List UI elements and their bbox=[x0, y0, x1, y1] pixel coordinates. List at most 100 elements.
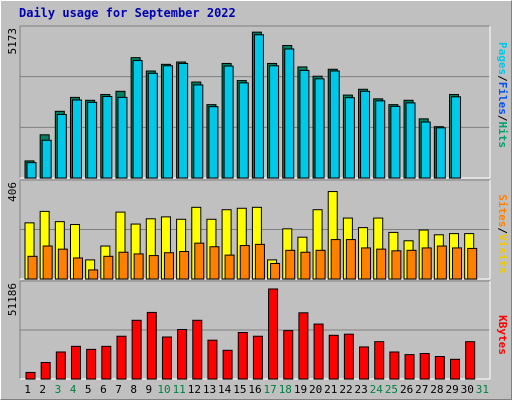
kbytes-bar bbox=[222, 349, 233, 380]
x-tick-label: 24 bbox=[370, 383, 384, 396]
kbytes-bar bbox=[328, 334, 339, 380]
y-max-label: 406 bbox=[6, 182, 19, 202]
legend-part: Pages bbox=[496, 42, 509, 75]
x-tick-label: 16 bbox=[248, 383, 261, 396]
kbytes-bar bbox=[131, 319, 142, 380]
kbytes-bar bbox=[177, 328, 188, 380]
files-bar bbox=[375, 100, 386, 179]
kbytes-bar bbox=[268, 288, 279, 380]
files-bar bbox=[405, 102, 416, 179]
kbytes-bar bbox=[434, 355, 445, 380]
sites-bar bbox=[72, 257, 83, 280]
x-tick-label: 12 bbox=[188, 383, 201, 396]
legend-part: / bbox=[496, 115, 509, 122]
legend-pages-files-hits: Pages/Files/Hits bbox=[496, 42, 509, 148]
files-bar bbox=[102, 96, 113, 179]
legend-part: / bbox=[496, 75, 509, 82]
kbytes-bar bbox=[343, 333, 354, 380]
kbytes-bar bbox=[298, 312, 309, 380]
files-bar bbox=[390, 105, 401, 179]
kbytes-bar bbox=[359, 346, 370, 380]
x-tick-label: 4 bbox=[70, 383, 77, 396]
kbytes-bar bbox=[55, 351, 66, 380]
x-tick-label: 19 bbox=[294, 383, 307, 396]
x-tick-label: 8 bbox=[130, 383, 137, 396]
sites-bar bbox=[254, 243, 265, 280]
sites-bar bbox=[285, 249, 296, 280]
kbytes-bar bbox=[465, 341, 476, 380]
kbytes-bar bbox=[404, 354, 415, 380]
kbytes-bar bbox=[283, 330, 294, 380]
files-bar bbox=[299, 69, 310, 179]
x-tick-label: 28 bbox=[430, 383, 443, 396]
x-tick-label: 21 bbox=[324, 383, 337, 396]
sites-bar bbox=[57, 248, 68, 280]
legend-part: / bbox=[496, 227, 509, 234]
x-tick-label: 5 bbox=[85, 383, 92, 396]
legend-part: KBytes bbox=[496, 315, 509, 355]
chart-title: Daily usage for September 2022 bbox=[19, 6, 236, 20]
sites-bar bbox=[209, 246, 220, 280]
kbytes-bar bbox=[450, 358, 461, 380]
files-bar bbox=[132, 60, 143, 179]
kbytes-bar bbox=[313, 323, 324, 380]
kbytes-bar bbox=[207, 339, 218, 380]
x-tick-label: 18 bbox=[279, 383, 292, 396]
sites-bar bbox=[224, 254, 235, 280]
legend-part: Sites bbox=[496, 194, 509, 227]
files-bar bbox=[329, 70, 340, 179]
x-tick-label: 29 bbox=[445, 383, 458, 396]
kbytes-bar bbox=[389, 351, 400, 380]
kbytes-bar bbox=[146, 311, 157, 380]
x-tick-label: 7 bbox=[115, 383, 122, 396]
x-tick-label: 2 bbox=[39, 383, 46, 396]
kbytes-bar bbox=[237, 331, 248, 380]
kbytes-bar bbox=[25, 371, 36, 380]
y-max-label: 5173 bbox=[6, 28, 19, 55]
x-tick-label: 6 bbox=[100, 383, 107, 396]
sites-bar bbox=[118, 251, 129, 280]
kbytes-bar bbox=[252, 335, 263, 380]
x-tick-label: 14 bbox=[218, 383, 232, 396]
x-tick-label: 11 bbox=[173, 383, 186, 396]
sites-bar bbox=[42, 245, 53, 280]
sites-bar bbox=[239, 245, 250, 280]
sites-bar bbox=[421, 247, 432, 280]
sites-bar bbox=[345, 239, 356, 280]
files-bar bbox=[193, 84, 204, 179]
x-tick-label: 9 bbox=[146, 383, 153, 396]
kbytes-bar bbox=[161, 336, 172, 380]
legend-part: Visits bbox=[496, 234, 509, 274]
x-tick-label: 26 bbox=[400, 383, 413, 396]
x-tick-label: 27 bbox=[415, 383, 428, 396]
files-bar bbox=[314, 78, 325, 179]
x-tick-label: 13 bbox=[203, 383, 216, 396]
x-tick-label: 30 bbox=[461, 383, 474, 396]
kbytes-bar bbox=[419, 352, 430, 380]
x-tick-label: 17 bbox=[264, 383, 277, 396]
sites-bar bbox=[148, 255, 159, 280]
files-bar bbox=[87, 101, 98, 179]
sites-bar bbox=[452, 247, 463, 280]
x-tick-label: 20 bbox=[309, 383, 322, 396]
files-bar bbox=[420, 121, 431, 179]
kbytes-bar bbox=[101, 345, 112, 380]
x-tick-label: 1 bbox=[24, 383, 31, 396]
kbytes-bar bbox=[116, 335, 127, 380]
files-bar bbox=[56, 113, 67, 179]
sites-bar bbox=[361, 247, 372, 280]
x-tick-label: 31 bbox=[476, 383, 489, 396]
x-tick-label: 22 bbox=[339, 383, 352, 396]
sites-bar bbox=[133, 253, 144, 280]
sites-bar bbox=[315, 249, 326, 280]
legend-part: Hits bbox=[496, 122, 509, 149]
sites-bar bbox=[467, 247, 478, 280]
kbytes-bar bbox=[192, 319, 203, 380]
files-bar bbox=[253, 34, 264, 179]
kbytes-bar bbox=[70, 345, 81, 380]
sites-bar bbox=[103, 255, 114, 280]
sites-bar bbox=[376, 248, 387, 280]
files-bar bbox=[451, 96, 462, 179]
sites-bar bbox=[270, 262, 281, 280]
